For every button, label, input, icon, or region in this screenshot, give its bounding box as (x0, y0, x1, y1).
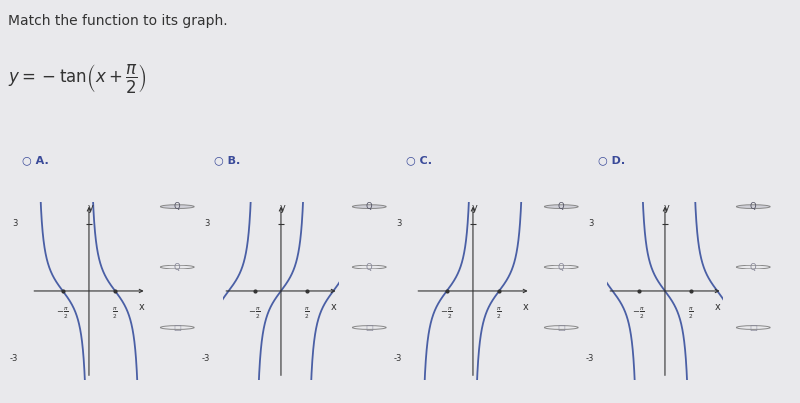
Circle shape (160, 265, 194, 269)
Text: ○ A.: ○ A. (22, 156, 49, 166)
Text: 3: 3 (588, 219, 594, 229)
Text: $-\frac{\pi}{2}$: $-\frac{\pi}{2}$ (249, 305, 261, 320)
Text: -3: -3 (9, 353, 18, 363)
Circle shape (352, 265, 386, 269)
Text: Q: Q (750, 263, 757, 272)
Text: -3: -3 (393, 353, 402, 363)
Text: ○ B.: ○ B. (214, 156, 240, 166)
Text: Q: Q (174, 263, 181, 272)
Circle shape (352, 205, 386, 208)
Text: Q: Q (366, 263, 373, 272)
Circle shape (736, 205, 770, 208)
Text: $y = -\tan\!\left(x+\dfrac{\pi}{2}\right)$: $y = -\tan\!\left(x+\dfrac{\pi}{2}\right… (8, 62, 147, 96)
Text: 3: 3 (396, 219, 402, 229)
Circle shape (160, 326, 194, 329)
Circle shape (352, 326, 386, 329)
Text: $-\frac{\pi}{2}$: $-\frac{\pi}{2}$ (441, 305, 453, 320)
Text: ○ D.: ○ D. (598, 156, 625, 166)
Text: -3: -3 (585, 353, 594, 363)
Text: Q: Q (558, 202, 565, 211)
Text: Q: Q (366, 202, 373, 211)
Text: □: □ (174, 323, 182, 332)
Text: x: x (715, 302, 721, 312)
Text: $\frac{\pi}{2}$: $\frac{\pi}{2}$ (688, 305, 694, 320)
Text: ○ C.: ○ C. (406, 156, 432, 166)
Circle shape (736, 265, 770, 269)
Text: $-\frac{\pi}{2}$: $-\frac{\pi}{2}$ (633, 305, 645, 320)
Circle shape (544, 265, 578, 269)
Text: Q: Q (750, 202, 757, 211)
Text: Q: Q (174, 202, 181, 211)
Text: $-\frac{\pi}{2}$: $-\frac{\pi}{2}$ (57, 305, 69, 320)
Circle shape (160, 205, 194, 208)
Text: Q: Q (558, 263, 565, 272)
Text: x: x (139, 302, 145, 312)
Text: y: y (87, 203, 93, 213)
Text: -3: -3 (201, 353, 210, 363)
Text: y: y (279, 203, 285, 213)
Text: $\frac{\pi}{2}$: $\frac{\pi}{2}$ (496, 305, 502, 320)
Text: $\frac{\pi}{2}$: $\frac{\pi}{2}$ (112, 305, 118, 320)
Circle shape (544, 205, 578, 208)
Text: x: x (331, 302, 337, 312)
Text: Match the function to its graph.: Match the function to its graph. (8, 14, 228, 28)
Text: 3: 3 (12, 219, 18, 229)
Text: $\frac{\pi}{2}$: $\frac{\pi}{2}$ (304, 305, 310, 320)
Text: y: y (471, 203, 477, 213)
Text: y: y (663, 203, 669, 213)
Text: 3: 3 (204, 219, 210, 229)
Circle shape (544, 326, 578, 329)
Text: x: x (523, 302, 529, 312)
Circle shape (736, 326, 770, 329)
Text: □: □ (558, 323, 566, 332)
Text: □: □ (750, 323, 758, 332)
Text: □: □ (366, 323, 374, 332)
